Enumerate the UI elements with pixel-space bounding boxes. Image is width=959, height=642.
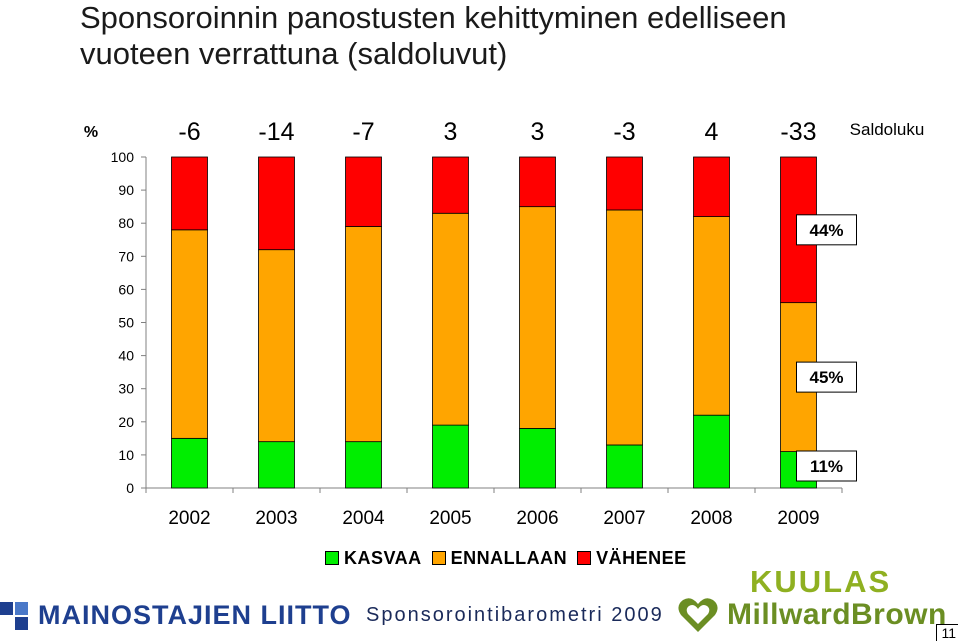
legend-swatch-ennallaan [431,551,446,565]
bar-ennallaan-2008 [693,216,730,416]
bar-vähenee-2007 [606,156,643,211]
millward-brown-logo: MillwardBrown [677,596,947,634]
y-tick-label: 0 [126,480,134,496]
slide-title-line-1: Sponsoroinnin panostusten kehittyminen e… [80,0,787,35]
saldoluku-value: 4 [705,118,719,146]
x-tick-label: 2005 [429,508,471,529]
x-tick-label: 2007 [603,508,645,529]
saldoluku-value: -3 [613,118,635,146]
legend-swatch-vahenee [577,551,592,565]
y-axis-unit-label: % [84,124,98,141]
y-tick-label: 80 [118,215,134,231]
y-tick-label: 20 [118,414,134,430]
kuulas-logo-text: KUULAS [750,564,892,599]
bar-kasvaa-2005 [432,424,469,489]
saldoluku-value: -6 [178,118,200,146]
bar-ennallaan-2007 [606,209,643,446]
chart-legend: KASVAA ENNALLAAN VÄHENEE [325,548,697,568]
data-label: 45% [809,368,843,387]
legend-item-ennallaan: ENNALLAAN [431,547,568,569]
x-tick-label: 2006 [516,508,558,529]
bar-kasvaa-2003 [258,441,295,489]
x-tick-label: 2008 [690,508,732,529]
y-tick-label: 90 [118,182,134,198]
bar-ennallaan-2003 [258,249,295,443]
y-tick-label: 50 [118,315,134,331]
x-tick-label: 2002 [168,508,210,529]
x-tick-label: 2004 [342,508,385,529]
bar-ennallaan-2004 [345,226,382,443]
bar-ennallaan-2006 [519,206,556,429]
mainostajien-liitto-logo: MAINOSTAJIEN LIITTO [0,600,352,631]
bar-vähenee-2004 [345,156,382,227]
stacked-bar-chart: 0 10 20 30 40 50 60 70 80 90 100% 2002 -6 2003 -14 2004… [84,118,925,529]
y-tick-label: 30 [118,381,134,397]
x-tick-label: 2009 [777,508,819,529]
y-tick-label: 10 [118,447,134,463]
bar-kasvaa-2007 [606,444,643,489]
bar-kasvaa-2004 [345,441,382,489]
data-label: 44% [809,221,843,240]
y-tick-label: 70 [118,248,134,264]
footer-caption: Sponsorointibarometri 2009 [366,604,664,626]
bar-vähenee-2005 [432,156,469,214]
saldoluku-value: -7 [352,118,374,146]
slide-title-line-2: vuoteen verrattuna (saldoluvut) [80,36,508,71]
data-label: 11% [810,457,843,476]
bar-vähenee-2002 [171,156,208,231]
legend-item-kasvaa: KASVAA [325,548,422,569]
bar-vähenee-2006 [519,156,556,208]
mainostajien-liitto-mark-icon [0,601,28,630]
legend-label-vahenee: VÄHENEE [596,547,687,568]
legend-item-vahenee: VÄHENEE [577,548,687,569]
y-tick-label: 40 [118,348,134,364]
bar-ennallaan-2002 [171,229,208,439]
bar-kasvaa-2002 [171,437,208,489]
bar-ennallaan-2005 [432,212,469,426]
saldoluku-value: 3 [444,118,458,146]
saldoluku-value: -14 [258,118,294,146]
saldoluku-value: -33 [780,118,816,146]
bar-kasvaa-2006 [519,428,556,489]
slide-title: Sponsoroinnin panostusten kehittyminen e… [80,0,940,72]
y-tick-label: 60 [118,281,134,297]
legend-swatch-kasvaa [325,551,339,565]
mainostajien-liitto-text: MAINOSTAJIEN LIITTO [38,600,352,630]
data-label-box [796,214,857,246]
millward-brown-text: MillwardBrown [727,598,947,631]
page-number: 11 [936,624,958,641]
x-tick-label: 2003 [255,508,297,529]
legend-label-ennallaan: ENNALLAAN [450,547,568,568]
saldoluku-value: 3 [531,118,545,146]
y-tick-label: 100 [111,149,135,165]
legend-label-kasvaa: KASVAA [344,547,422,568]
data-label-box [796,450,857,482]
bar-kasvaa-2008 [693,414,730,489]
saldoluku-header: Saldoluku [850,120,925,139]
bar-vähenee-2003 [258,156,295,251]
data-label-box [796,361,857,393]
bar-vähenee-2008 [693,156,730,217]
millward-brown-heart-icon [678,598,718,632]
